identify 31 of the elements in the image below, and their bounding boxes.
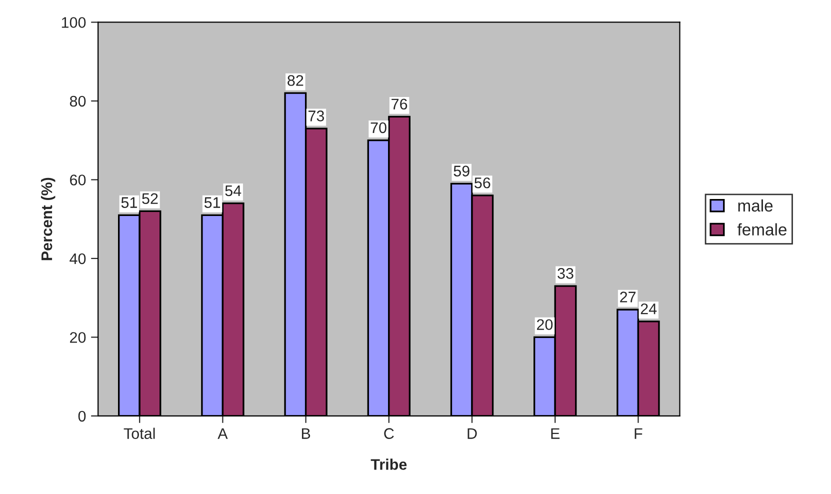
x-tick-label: C (384, 428, 394, 439)
data-label: 33 (558, 268, 574, 279)
x-axis-title: Tribe (370, 458, 407, 470)
y-tick-label: 80 (70, 96, 86, 107)
x-tick-label: Total (124, 428, 155, 439)
data-label: 52 (142, 193, 158, 204)
data-label: 56 (474, 177, 490, 188)
x-tick-label: A (218, 428, 228, 439)
data-label: 20 (536, 319, 553, 330)
data-label: 24 (640, 303, 657, 314)
data-label: 59 (454, 166, 470, 176)
data-label: 51 (204, 197, 220, 208)
x-tick-label: E (551, 428, 560, 439)
data-label: 27 (620, 292, 636, 302)
data-label: 73 (308, 110, 324, 122)
data-label: 51 (121, 197, 137, 208)
data-label: 54 (225, 185, 242, 196)
data-label: 70 (370, 122, 386, 134)
y-tick-label: 100 (62, 17, 86, 28)
data-label: 82 (288, 75, 304, 86)
legend-label: male (738, 199, 773, 212)
y-tick-label: 20 (70, 332, 86, 343)
x-tick-label: B (302, 428, 310, 439)
y-tick-label: 0 (78, 410, 86, 422)
x-tick-label: D (468, 428, 477, 439)
y-axis-title: Percent (%) (40, 178, 56, 260)
legend-label: female (737, 223, 786, 236)
x-tick-label: F (634, 428, 642, 439)
data-label: 76 (392, 98, 408, 110)
y-tick-label: 60 (70, 174, 86, 186)
y-tick-label: 40 (70, 253, 86, 264)
